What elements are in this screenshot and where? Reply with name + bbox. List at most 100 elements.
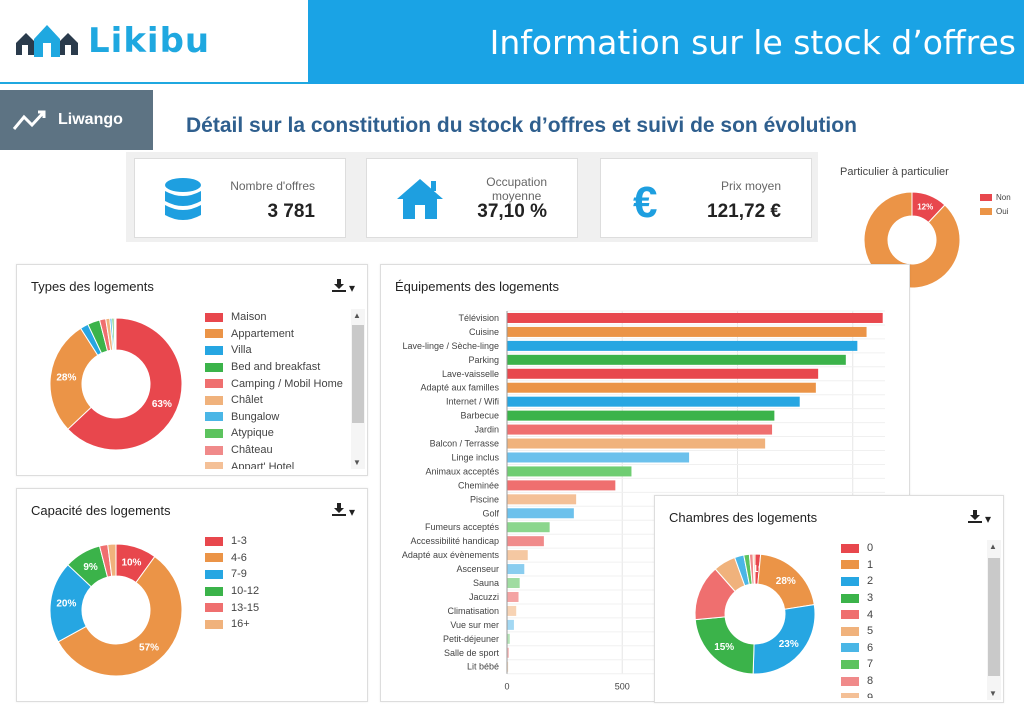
donut-slice[interactable] — [863, 191, 961, 289]
legend-item[interactable]: 6 — [841, 640, 873, 657]
bar[interactable] — [507, 522, 550, 533]
category-label: Vue sur mer — [450, 620, 499, 630]
legend-item[interactable]: 4 — [841, 606, 873, 623]
slice-label: 28% — [56, 373, 76, 384]
legend-item[interactable]: 1 — [841, 557, 873, 574]
legend-swatch — [205, 329, 223, 339]
legend-item[interactable]: 4-6 — [205, 550, 259, 567]
bar[interactable] — [507, 550, 528, 561]
bar[interactable] — [507, 605, 517, 616]
donut-slice[interactable] — [114, 317, 117, 351]
legend-item[interactable]: Appart' Hotel — [205, 458, 343, 469]
bar[interactable] — [507, 326, 867, 337]
legend-item[interactable]: 1-3 — [205, 533, 259, 550]
scroll-thumb[interactable] — [988, 558, 1000, 676]
legend-item[interactable]: Camping / Mobil Home — [205, 375, 343, 392]
legend-swatch — [841, 693, 859, 698]
types-legend-scrollbar[interactable]: ▲ ▼ — [351, 309, 365, 469]
slice-label: 15% — [714, 642, 734, 653]
bar[interactable] — [507, 661, 509, 672]
legend-label: 2 — [867, 575, 874, 588]
slice-label: 57% — [139, 643, 159, 654]
legend-item[interactable]: Maison — [205, 309, 343, 326]
donut-slice[interactable] — [107, 543, 117, 577]
legend-label: 6 — [867, 641, 874, 654]
donut-slice[interactable] — [752, 553, 756, 585]
legend-swatch — [841, 626, 859, 636]
logo-houses-icon — [16, 25, 78, 57]
legend-item[interactable]: 7 — [841, 656, 873, 673]
slice-label: 28% — [776, 576, 796, 587]
category-label: Golf — [482, 508, 499, 518]
liwango-badge[interactable]: Liwango — [0, 90, 153, 150]
legend-item[interactable]: Atypique — [205, 425, 343, 442]
bar[interactable] — [507, 564, 525, 575]
bedrooms-panel: Chambres des logements ▾ 21% 28% 23% 15% 0 1… — [654, 495, 1004, 703]
donut-slice[interactable] — [67, 317, 183, 451]
bar[interactable] — [507, 438, 766, 449]
scroll-up-icon[interactable]: ▲ — [353, 311, 361, 320]
bar[interactable] — [507, 340, 858, 351]
legend-item[interactable]: 5 — [841, 623, 873, 640]
bar[interactable] — [507, 480, 616, 491]
legend-label: 8 — [867, 675, 874, 688]
bar[interactable] — [507, 410, 775, 421]
donut-slice[interactable] — [49, 327, 99, 430]
bar[interactable] — [507, 647, 509, 658]
legend-label: 3 — [867, 592, 874, 605]
logo-text: Likibu — [88, 21, 211, 61]
bar[interactable] — [507, 312, 883, 323]
legend-label: 0 — [867, 542, 874, 555]
scroll-down-icon[interactable]: ▼ — [989, 689, 997, 698]
download-button[interactable]: ▾ — [331, 279, 355, 295]
legend-swatch — [205, 428, 223, 438]
slice-label: 21% — [747, 564, 767, 575]
bar[interactable] — [507, 396, 800, 407]
bar[interactable] — [507, 354, 846, 365]
scroll-down-icon[interactable]: ▼ — [353, 458, 361, 467]
legend-item[interactable]: 16+ — [205, 616, 259, 633]
scroll-thumb[interactable] — [352, 325, 364, 423]
legend-item[interactable]: Bungalow — [205, 409, 343, 426]
legend-item[interactable]: 9 — [841, 689, 873, 698]
category-label: Adapté aux évènements — [402, 550, 500, 560]
legend-item[interactable]: 13-15 — [205, 599, 259, 616]
legend-item[interactable]: 3 — [841, 590, 873, 607]
chevron-down-icon: ▾ — [984, 512, 991, 526]
bar[interactable] — [507, 508, 574, 519]
legend-item[interactable]: Bed and breakfast — [205, 359, 343, 376]
bar[interactable] — [507, 452, 690, 463]
legend-item[interactable]: 7-9 — [205, 566, 259, 583]
bar[interactable] — [507, 536, 544, 547]
legend-item[interactable]: 10-12 — [205, 583, 259, 600]
bar[interactable] — [507, 633, 510, 644]
donut-slice[interactable] — [752, 604, 816, 675]
legend-swatch — [841, 593, 859, 603]
download-button[interactable]: ▾ — [967, 510, 991, 526]
bedrooms-legend-scrollbar[interactable]: ▲ ▼ — [987, 540, 1001, 700]
category-label: Sauna — [473, 578, 499, 588]
bar[interactable] — [507, 591, 519, 602]
bar[interactable] — [507, 619, 514, 630]
home-icon — [397, 179, 443, 219]
scroll-up-icon[interactable]: ▲ — [989, 542, 997, 551]
bar[interactable] — [507, 578, 520, 589]
legend-item[interactable]: 2 — [841, 573, 873, 590]
types-title: Types des logements — [31, 279, 154, 294]
legend-item[interactable]: 0 — [841, 540, 873, 557]
legend-item[interactable]: Villa — [205, 342, 343, 359]
download-button[interactable]: ▾ — [331, 503, 355, 519]
legend-item[interactable]: Château — [205, 442, 343, 459]
legend-label: Château — [231, 444, 273, 457]
bar[interactable] — [507, 424, 773, 435]
legend-item[interactable]: Appartement — [205, 326, 343, 343]
logo-area: Likibu — [0, 0, 308, 84]
bar[interactable] — [507, 368, 819, 379]
donut-slice[interactable] — [57, 555, 183, 677]
bar[interactable] — [507, 494, 577, 505]
bar[interactable] — [507, 382, 816, 393]
bar[interactable] — [507, 466, 632, 477]
legend-item[interactable]: 8 — [841, 673, 873, 690]
p2p-donut-chart: 12%88% — [863, 191, 961, 289]
legend-item[interactable]: Châlet — [205, 392, 343, 409]
